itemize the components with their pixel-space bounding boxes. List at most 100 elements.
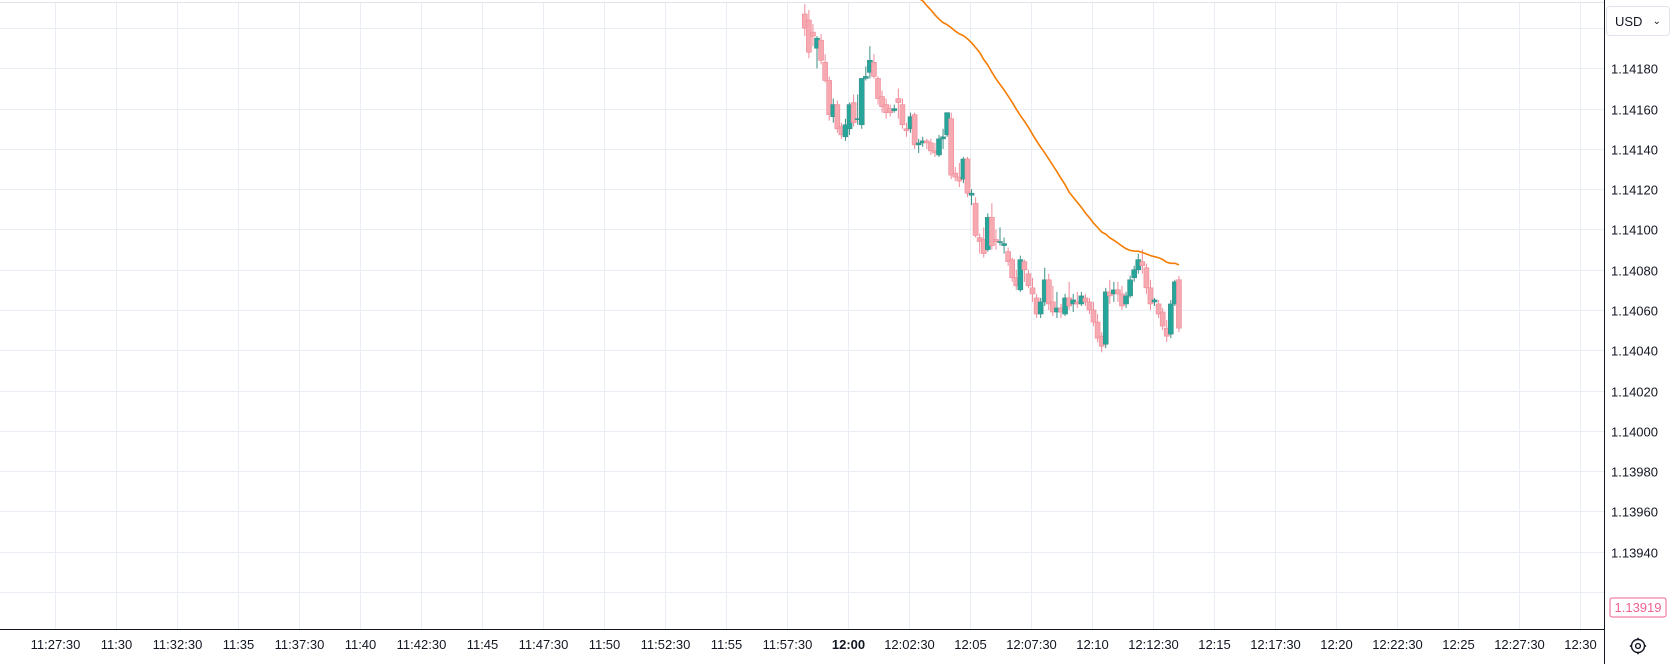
candle-down — [903, 122, 910, 137]
candle-body — [1086, 301, 1093, 311]
x-tick-label: 12:25 — [1442, 637, 1475, 652]
x-axis-ticks: 11:27:30 11:30 11:32:30 11:35 11:37:30 11:40 1… — [31, 637, 1597, 652]
candle-down — [952, 167, 959, 182]
currency-dropdown[interactable]: USD ⌄ — [1606, 6, 1670, 36]
candle-body — [940, 136, 946, 140]
x-tick-label: 11:55 — [711, 637, 743, 652]
candle-body — [968, 192, 975, 196]
candle-body — [1102, 291, 1109, 345]
candle-body — [1139, 261, 1146, 266]
y-tick-label: 1.14100 — [1611, 223, 1658, 238]
x-tick-label: 11:27:30 — [31, 637, 81, 652]
candle-down — [928, 138, 934, 155]
y-tick-label: 1.14000 — [1611, 425, 1658, 440]
candle-up — [1001, 237, 1007, 254]
candle-down — [1029, 277, 1036, 302]
y-tick-label: 1.14040 — [1611, 344, 1658, 359]
candle-down — [826, 76, 833, 121]
y-tick-label: 1.14160 — [1611, 103, 1658, 118]
candle-down — [1046, 273, 1052, 310]
candle-body — [1131, 269, 1137, 279]
candle-body — [1050, 301, 1056, 313]
x-tick-label: 11:47:30 — [519, 637, 569, 652]
candle-up — [1168, 299, 1174, 339]
candle-up — [862, 66, 869, 81]
currency-label: USD — [1615, 13, 1643, 29]
candle-down — [895, 88, 902, 119]
x-tick-label: 11:57:30 — [763, 637, 813, 652]
candle-up — [1131, 265, 1137, 282]
candle-down — [1143, 263, 1150, 294]
candle-body — [822, 62, 828, 81]
x-tick-label: 11:30 — [101, 637, 133, 652]
candle-body — [826, 80, 833, 115]
candle-down — [911, 112, 918, 149]
chevron-down-icon: ⌄ — [1652, 15, 1661, 27]
y-tick-label: 1.14120 — [1611, 183, 1658, 198]
candle-body — [1143, 267, 1150, 289]
candle-body — [1005, 251, 1011, 262]
candle-body — [948, 118, 955, 176]
x-tick-label: 12:17:30 — [1250, 637, 1301, 652]
settings-button[interactable] — [1622, 632, 1654, 660]
x-tick-label: 11:50 — [589, 637, 621, 652]
candle-down — [1025, 269, 1032, 288]
candle-body — [862, 76, 869, 79]
candle-body — [1094, 321, 1101, 339]
candle-body — [858, 78, 865, 126]
y-tick-label: 1.13940 — [1611, 546, 1658, 561]
candle-down — [1155, 299, 1162, 319]
candle-body — [1046, 279, 1052, 305]
candle-body — [1155, 303, 1162, 315]
candle-down — [810, 24, 816, 47]
candle-down — [871, 54, 877, 79]
candle-down — [1066, 281, 1072, 310]
candle-up — [940, 128, 946, 149]
candle-up — [1151, 297, 1158, 306]
candle-down — [1090, 301, 1097, 327]
candle-down — [834, 100, 841, 133]
candle-body — [818, 39, 824, 61]
candle-down — [1050, 285, 1056, 317]
candle-down — [899, 98, 906, 129]
candle-body — [1151, 299, 1158, 303]
candle-body — [928, 142, 934, 152]
candle-body — [1147, 287, 1154, 305]
candle-up — [858, 78, 865, 129]
candle-down — [1021, 259, 1028, 282]
candle-body — [1082, 297, 1089, 303]
candle-body — [879, 96, 885, 107]
candle-up — [936, 134, 942, 157]
candle-up — [891, 104, 898, 113]
x-tick-label: 12:20 — [1320, 637, 1353, 652]
moving-average-line — [919, 0, 1180, 266]
candle-down — [1005, 247, 1011, 266]
y-tick-label: 1.14180 — [1611, 62, 1658, 77]
candle-body — [915, 142, 922, 146]
x-tick-label: 11:37:30 — [275, 637, 325, 652]
y-tick-label: 1.13960 — [1611, 505, 1658, 520]
candle-body — [1001, 243, 1007, 246]
candle-down — [879, 90, 885, 113]
candle-up — [1037, 297, 1044, 319]
last-price-label: 1.13919 — [1609, 597, 1667, 618]
candle-down — [875, 76, 881, 105]
gear-icon — [1629, 637, 1647, 655]
x-tick-label: 12:15 — [1198, 637, 1231, 652]
y-axis-ticks: 1.14180 1.14160 1.14140 1.14120 1.14100 1.140… — [1611, 62, 1658, 561]
candle-body — [903, 128, 910, 132]
candle-up — [968, 189, 975, 206]
candle-body — [891, 108, 898, 111]
candle-body — [850, 102, 857, 124]
candle-body — [1123, 295, 1129, 305]
candle-body — [923, 140, 930, 144]
x-tick-label: 12:02:30 — [884, 637, 935, 652]
x-tick-label: 11:52:30 — [641, 637, 691, 652]
candle-body — [993, 239, 999, 242]
y-tick-label: 1.14020 — [1611, 385, 1658, 400]
candle-body — [875, 78, 881, 99]
candle-body — [1021, 261, 1028, 271]
candle-body — [834, 104, 841, 130]
candle-down — [1094, 314, 1101, 343]
